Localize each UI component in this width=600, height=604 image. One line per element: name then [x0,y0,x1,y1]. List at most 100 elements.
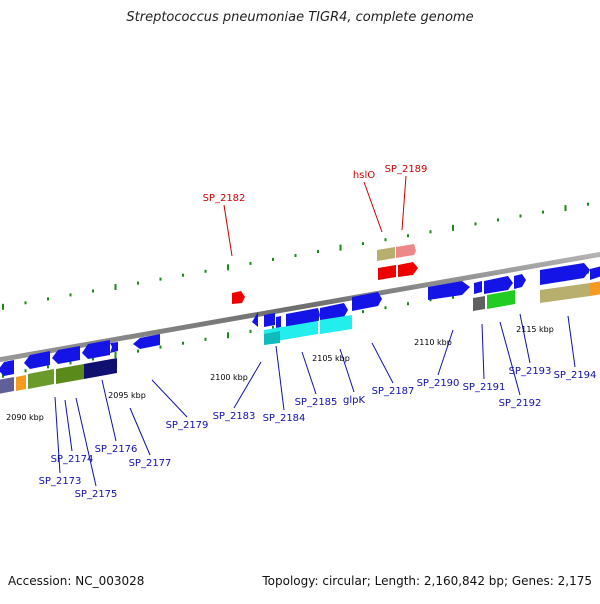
scale-label: 2115 kbp [516,325,554,334]
rna-SP_2189 [398,262,418,277]
leader-line-SP_2190 [437,329,454,376]
gene-label-SP_2189: SP_2189 [385,164,428,175]
gene-label-SP_2182: SP_2182 [203,193,246,204]
tick-mark [452,224,454,231]
tick-mark [159,345,162,349]
gene-label-SP_2176: SP_2176 [95,444,138,455]
tick-mark [24,301,27,305]
upper-ticks [2,202,589,310]
leader-line-SP_2192 [499,321,521,396]
gene-SP_2187 [352,292,382,311]
gene-SP_2175 [52,346,80,364]
tick-mark [47,297,49,301]
tick-mark [204,337,207,341]
gene-SP_2191 [474,281,482,294]
gene-hslO [377,247,395,261]
tick-mark [519,214,522,218]
gene-label-SP_2175: SP_2175 [75,489,118,500]
page-title: Streptococcus pneumoniae TIGR4, complete… [126,10,474,25]
tick-mark [564,205,567,212]
tick-mark [182,341,184,345]
leader-line-hslO [363,181,383,233]
leader-line-SP_2185 [301,351,317,395]
tick-mark [114,284,117,290]
tick-mark [47,365,49,369]
tick-mark [249,261,252,265]
gene-SP_2176 [82,340,110,359]
leader-line-SP_2183 [233,361,262,409]
tick-mark [2,303,4,310]
gene-SP_2194r-tip [590,281,600,296]
gene-label-glpK: glpK [343,395,365,406]
leader-line-SP_2173 [54,396,61,474]
leader-line-SP_2184 [275,345,285,411]
gene-SP_2173 [0,360,14,376]
gene-SP_2175r [56,364,84,384]
gene-SP_2192r [487,290,515,309]
rna-SP_2182 [232,291,245,304]
leader-line-SP_2194 [567,315,576,368]
leader-line-SP_2182 [223,204,233,257]
leader-line-SP_2175 [75,397,97,487]
gene-label-SP_2185: SP_2185 [295,397,338,408]
tick-mark [182,273,184,277]
tick-mark [407,302,409,306]
tick-mark [272,325,274,329]
gene-labels: SP_2173 SP_2174 SP_2175 SP_2176 SP_2177 SP_21… [39,164,597,500]
gene-SP_2183r [264,331,280,345]
gene-label-SP_2184: SP_2184 [263,413,306,424]
leader-line-SP_2189 [401,175,407,231]
leader-line-SP_2193 [519,313,531,364]
tick-mark [429,230,432,234]
rna-hslO [378,265,396,280]
leader-line-SP_2187 [371,342,394,384]
tick-mark [227,264,229,271]
tick-mark [407,234,409,238]
scale-label: 2100 kbp [210,373,248,382]
tick-mark [362,310,364,314]
gene-label-SP_2173: SP_2173 [39,476,82,487]
scale-label: 2110 kbp [414,338,452,347]
tick-mark [227,332,229,339]
gene-SP_2190 [428,281,470,300]
tick-mark [114,352,117,358]
gene-label-SP_2183: SP_2183 [213,411,256,422]
tick-mark [249,329,252,333]
gene-label-SP_2174: SP_2174 [51,454,94,465]
gene-label-SP_2190: SP_2190 [417,378,460,389]
tick-mark [384,306,387,310]
gene-label-SP_2179: SP_2179 [166,420,209,431]
tick-mark [137,349,139,353]
tick-mark [92,289,94,293]
tick-mark [294,254,297,257]
gene-glpK [320,303,348,321]
tick-mark [587,202,589,206]
tick-mark [339,244,342,251]
gene-SP_2174r [28,369,54,389]
gene-label-SP_2193: SP_2193 [509,366,552,377]
tick-mark [69,293,72,297]
tick-mark [24,369,27,373]
gene-glpKr [320,315,352,334]
gene-SP_2176r [84,358,117,379]
gene-label-SP_2177: SP_2177 [129,458,172,469]
tick-mark [384,238,387,242]
gene-label-SP_2192: SP_2192 [499,398,542,409]
leader-line-SP_2177 [129,407,151,456]
tick-mark [362,242,364,246]
gene-SP_2194r [540,283,590,303]
gene-SP_2192 [484,276,513,294]
scale-labels: 2090 kbp 2095 kbp 2100 kbp 2105 kbp 2110 kbp… [6,325,554,422]
accession-text: Accession: NC_003028 [8,574,145,588]
gene-SP_2179 [133,334,160,349]
leader-line-SP_2179 [151,379,188,418]
tick-mark [542,210,544,214]
gene-SP_2191r [473,296,485,311]
leader-line-SP_2176 [101,379,117,442]
tick-mark [272,257,274,261]
label-leaders [54,175,576,487]
scale-label: 2105 kbp [312,354,350,363]
gene-SP_2182arrow [252,312,258,327]
